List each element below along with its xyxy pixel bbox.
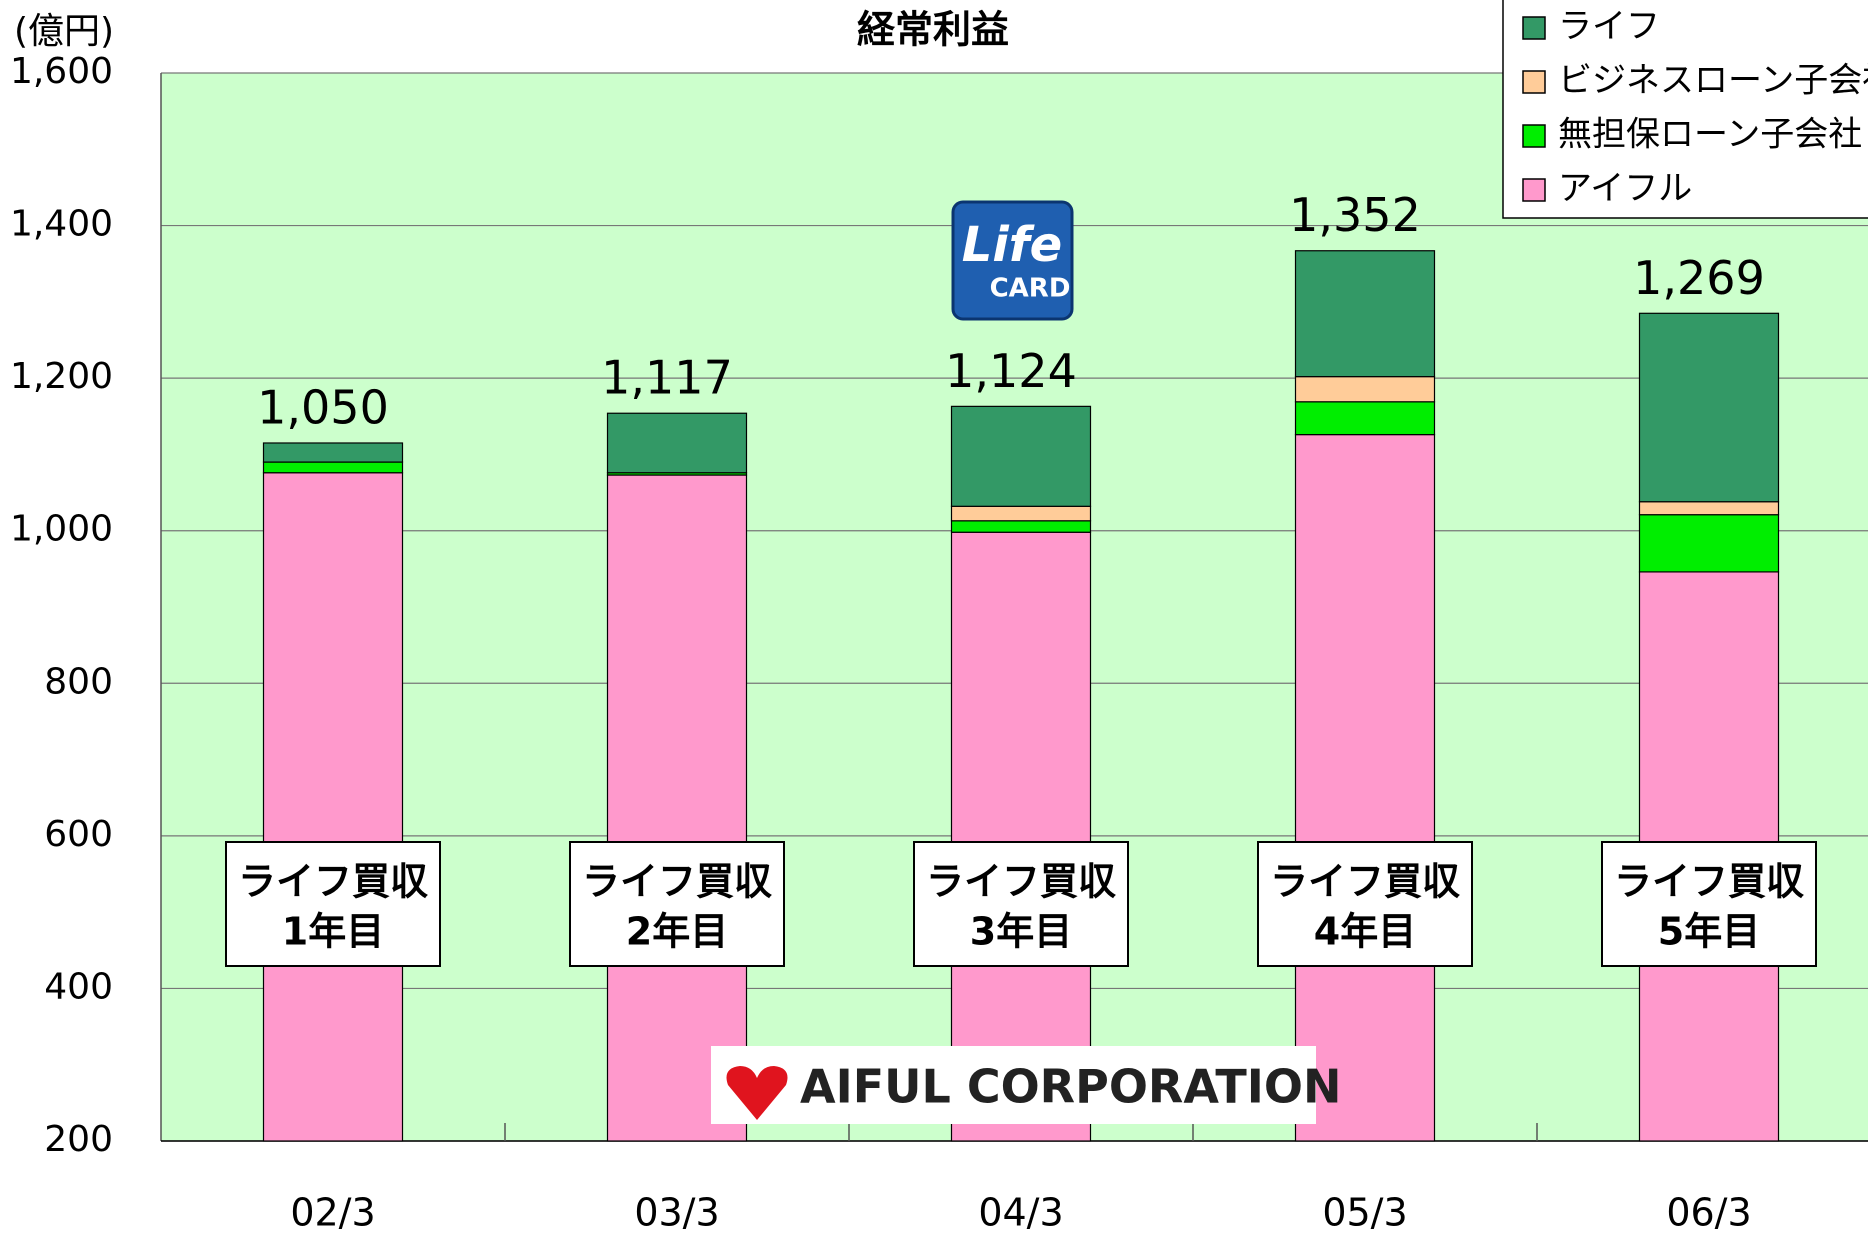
bar-segment: [1294, 250, 1436, 378]
x-tick-label: 06/3: [1666, 1191, 1751, 1235]
total-label: 1,269: [1633, 251, 1765, 305]
bar-segment: [262, 461, 404, 474]
chart-title: 経常利益: [857, 8, 1009, 52]
legend-label: ライフ: [1558, 7, 1660, 47]
card-logo-text: Life: [962, 217, 1062, 273]
annotation-line: 4年目: [1314, 910, 1416, 954]
bar-segment: [950, 405, 1092, 507]
y-tick-label: 1,000: [10, 509, 113, 550]
card-logo-text: CARD: [990, 274, 1071, 304]
y-tick-label: 800: [44, 661, 113, 702]
card-logo: [951, 200, 1074, 321]
legend-swatch: [1522, 70, 1546, 94]
legend-swatch: [1522, 16, 1546, 40]
bar-segment: [950, 520, 1092, 533]
bar-segment: [1294, 376, 1436, 403]
x-tick-label: 03/3: [634, 1191, 719, 1235]
annotation-line: ライフ買収: [1270, 860, 1460, 904]
bar-segment: [1638, 312, 1780, 503]
annotation-line: ライフ買収: [926, 860, 1116, 904]
x-tick-label: 02/3: [290, 1191, 375, 1235]
legend-swatch: [1522, 178, 1546, 202]
annotation-box: [1601, 841, 1817, 967]
annotation-line: ライフ買収: [582, 860, 772, 904]
total-label: 1,050: [257, 380, 389, 434]
annotation-line: 3年目: [970, 910, 1072, 954]
y-tick-label: 1,600: [10, 51, 113, 92]
bar-segment: [1294, 433, 1436, 1142]
y-tick-label: 200: [44, 1119, 113, 1160]
legend-box: [1502, 0, 1868, 219]
annotation-line: ライフ買収: [1614, 860, 1804, 904]
total-label: 1,352: [1289, 188, 1421, 242]
y-tick-label: 1,400: [10, 204, 113, 245]
annotation-box: [225, 841, 441, 967]
annotation-line: 1年目: [282, 910, 384, 954]
bar-segment: [1638, 514, 1780, 573]
company-logo-heart: [726, 1066, 788, 1120]
bar-segment: [606, 474, 748, 1142]
bar-segment: [606, 412, 748, 474]
y-axis-label: (億円): [14, 11, 114, 52]
legend-label: 無担保ローン子会社: [1558, 115, 1862, 155]
annotation-line: ライフ買収: [238, 860, 428, 904]
annotation-box: [569, 841, 785, 967]
x-tick-label: 05/3: [1322, 1191, 1407, 1235]
annotation-line: 5年目: [1658, 910, 1760, 954]
legend-label: ビジネスローン子会社: [1558, 61, 1868, 101]
annotation-box: [913, 841, 1129, 967]
bar-segment: [1638, 501, 1780, 516]
company-logo-text: AIFUL CORPORATION: [800, 1060, 1341, 1114]
bar-segment: [950, 505, 1092, 522]
total-label: 1,117: [601, 351, 733, 405]
y-tick-label: 400: [44, 966, 113, 1007]
bar-segment: [262, 442, 404, 463]
y-tick-label: 600: [44, 814, 113, 855]
x-tick-label: 04/3: [978, 1191, 1063, 1235]
y-tick-label: 1,200: [10, 356, 113, 397]
company-logo: [711, 1046, 1316, 1124]
legend-label: アイフル: [1558, 169, 1692, 209]
bar-segment: [262, 472, 404, 1142]
legend-swatch: [1522, 124, 1546, 148]
bar-segment: [1294, 401, 1436, 436]
bar-segment: [950, 531, 1092, 1142]
annotation-box: [1257, 841, 1473, 967]
total-label: 1,124: [945, 344, 1077, 398]
annotation-line: 2年目: [626, 910, 728, 954]
